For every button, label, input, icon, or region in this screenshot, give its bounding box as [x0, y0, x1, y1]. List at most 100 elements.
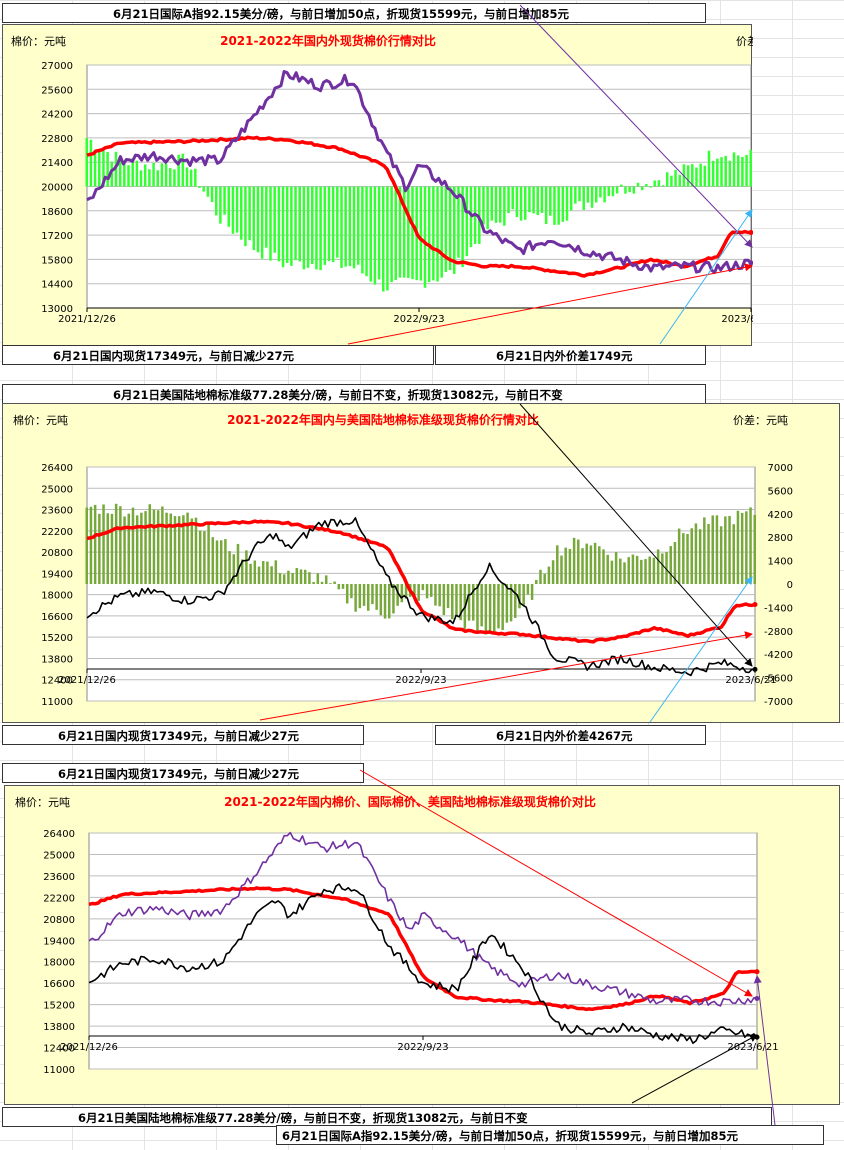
spread-bar [615, 186, 619, 194]
spread-bar [486, 186, 489, 230]
y-tick-label: 21400 [41, 158, 73, 169]
spread-bar [678, 174, 682, 187]
spread-bar [432, 186, 435, 281]
spread-bar [102, 150, 105, 187]
chart-panel-3: 26400 25000 23600 22200 20800 19400 18000 16600… [4, 785, 840, 1105]
series-last-point [752, 666, 758, 672]
spread-bar [277, 186, 281, 262]
y-tick-label: 25000 [41, 484, 73, 495]
spread-bar [581, 548, 584, 584]
spread-bar [383, 584, 387, 619]
spread-bar [665, 172, 669, 187]
spread-bar [661, 185, 665, 187]
spread-bar [119, 506, 122, 584]
spread-bar [560, 555, 563, 584]
y-tick-label: 27000 [41, 61, 73, 72]
y-tick-label: 22200 [41, 527, 73, 538]
series-last-point [754, 969, 760, 975]
spread-bar [210, 186, 214, 203]
spread-bar [182, 515, 185, 584]
y-tick-label: 18000 [43, 958, 75, 969]
spread-bar [623, 562, 626, 584]
spread-bar [123, 162, 126, 187]
y-tick-label: 12400 [43, 1044, 75, 1055]
spread-bar [186, 512, 189, 584]
spread-bar [375, 584, 378, 610]
spread-bar [544, 186, 548, 225]
spread-bar [144, 511, 147, 584]
y-axis-label: 棉价：元吨 [13, 413, 68, 427]
spread-bar [505, 584, 509, 623]
spread-bar [219, 186, 222, 224]
spread-bar [645, 184, 648, 187]
caption-domestic-spot-1: 6月21日国内现货17349元，与前日减少27元 [2, 345, 434, 365]
spread-bar [161, 506, 164, 584]
spread-bar [306, 186, 310, 268]
spread-bar [427, 186, 431, 282]
y-tick-label: 22200 [43, 893, 75, 904]
spread-bar [452, 186, 456, 274]
spread-bar [682, 533, 685, 584]
spread-bar [526, 584, 530, 595]
y-tick-label: 23600 [43, 872, 75, 883]
spread-bar [114, 151, 118, 187]
spread-bar [281, 186, 285, 268]
y2-tick-label: 5600 [768, 486, 793, 497]
spread-bar [568, 549, 572, 584]
spread-bar [392, 584, 395, 614]
spread-bar [114, 503, 118, 584]
spread-bar [110, 513, 114, 584]
spread-bar [635, 555, 639, 584]
spread-bar [703, 517, 706, 584]
spread-bar [488, 584, 492, 631]
spread-bar [446, 584, 450, 609]
chart-3-svg: 26400 25000 23600 22200 20800 19400 18000 16600… [15, 794, 779, 1076]
spread-bar [337, 584, 341, 590]
spread-bar [711, 160, 715, 187]
y-tick-label: 14400 [41, 280, 73, 291]
spread-bar [624, 186, 627, 194]
spread-bar [298, 186, 301, 262]
spread-bar [235, 186, 239, 233]
spread-bar [156, 170, 159, 187]
spread-bar [703, 165, 707, 187]
spread-bar [203, 531, 206, 584]
spread-bar [519, 186, 523, 221]
spread-bar [665, 552, 668, 584]
y-tick-label: 13800 [41, 654, 73, 665]
spread-bar [417, 584, 420, 601]
spread-bar [236, 543, 240, 584]
spread-bar [691, 164, 694, 187]
spread-bar [440, 186, 443, 278]
spread-bar [252, 186, 256, 251]
spread-bar [219, 540, 223, 584]
y-tick-label: 23600 [41, 506, 73, 517]
spread-bar [215, 540, 219, 584]
y2-tick-label: -1400 [764, 603, 793, 614]
y-tick-label: 15800 [41, 255, 73, 266]
spread-bar [227, 186, 230, 227]
spread-bar [152, 162, 155, 187]
spread-bar [619, 558, 622, 584]
spread-bar [740, 512, 744, 584]
y-tick-label: 13800 [43, 1022, 75, 1033]
spread-bar [686, 534, 689, 584]
spread-bar [423, 186, 427, 288]
spread-bar [329, 583, 332, 584]
spread-bar [614, 552, 618, 584]
spread-bar [169, 168, 172, 187]
spread-bar [211, 537, 215, 584]
spread-bar [194, 168, 197, 187]
spread-bar [282, 574, 286, 584]
spread-bar [436, 186, 439, 282]
grid-row-line [0, 0, 844, 1]
spread-bar [728, 160, 732, 187]
spread-bar [123, 516, 126, 584]
spread-bar [336, 186, 339, 258]
spread-bar [652, 557, 656, 584]
spread-bar [494, 186, 498, 223]
spread-bar [707, 150, 711, 187]
spread-bar [686, 165, 690, 187]
spread-bar [497, 584, 500, 629]
spread-bar [547, 566, 551, 584]
